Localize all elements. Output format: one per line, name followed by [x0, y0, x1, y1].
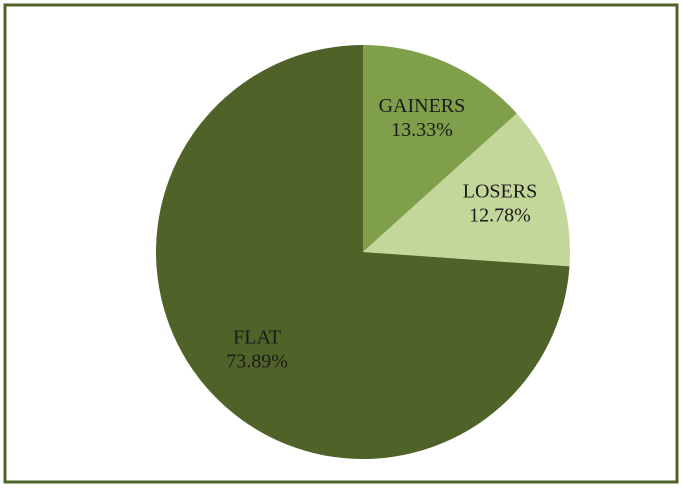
slice-value-label: 12.78% — [469, 204, 531, 226]
slice-category-label: LOSERS — [463, 180, 537, 202]
slice-category-label: GAINERS — [379, 95, 466, 117]
pie-slice — [363, 45, 517, 252]
slice-value-label: 13.33% — [391, 119, 453, 141]
pie-slice — [363, 113, 570, 267]
slice-value-label: 73.89% — [226, 350, 288, 372]
pie — [156, 44, 570, 459]
slice-category-label: FLAT — [233, 326, 281, 348]
pie-slice — [156, 44, 570, 459]
